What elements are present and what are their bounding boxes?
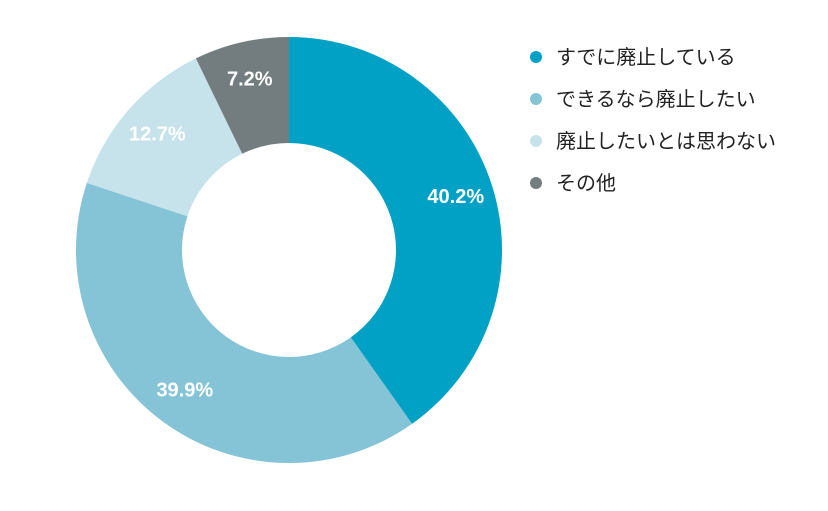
slice-labels-group: 40.2% 39.9% 12.7% 7.2%	[129, 68, 484, 401]
slice-data-label: 12.7%	[129, 124, 186, 146]
legend-marker-icon	[530, 93, 542, 105]
legend-label: できるなら廃止したい	[556, 87, 756, 111]
legend-item-other: その他	[530, 170, 800, 196]
legend-label: 廃止したいとは思わない	[556, 129, 776, 153]
legend-marker-icon	[530, 177, 542, 189]
slices-group	[76, 37, 502, 463]
legend-label: その他	[556, 171, 616, 195]
legend-marker-icon	[530, 51, 542, 63]
slice-data-label: 7.2%	[227, 68, 273, 90]
donut-slice-2	[76, 182, 413, 463]
legend-label: すでに廃止している	[556, 45, 736, 69]
legend-marker-icon	[530, 135, 542, 147]
legend-item-already-abolished: すでに廃止している	[530, 44, 800, 70]
slice-data-label: 39.9%	[156, 380, 213, 402]
slice-data-label: 40.2%	[427, 186, 484, 208]
legend: すでに廃止している できるなら廃止したい 廃止したいとは思わない その他	[530, 44, 800, 212]
legend-item-want-to-abolish: できるなら廃止したい	[530, 86, 800, 112]
donut-slice-3	[86, 58, 243, 217]
legend-item-no-intention: 廃止したいとは思わない	[530, 128, 800, 154]
donut-slice-4	[195, 37, 289, 154]
donut-slice-1	[289, 37, 502, 424]
